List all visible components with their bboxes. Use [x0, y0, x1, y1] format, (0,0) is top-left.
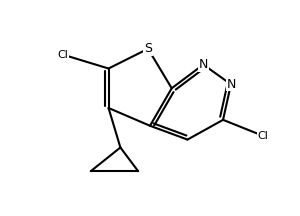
Text: S: S [144, 42, 152, 55]
Text: N: N [199, 58, 208, 71]
Text: Cl: Cl [58, 50, 69, 60]
Text: N: N [226, 78, 236, 91]
Text: Cl: Cl [257, 131, 268, 141]
